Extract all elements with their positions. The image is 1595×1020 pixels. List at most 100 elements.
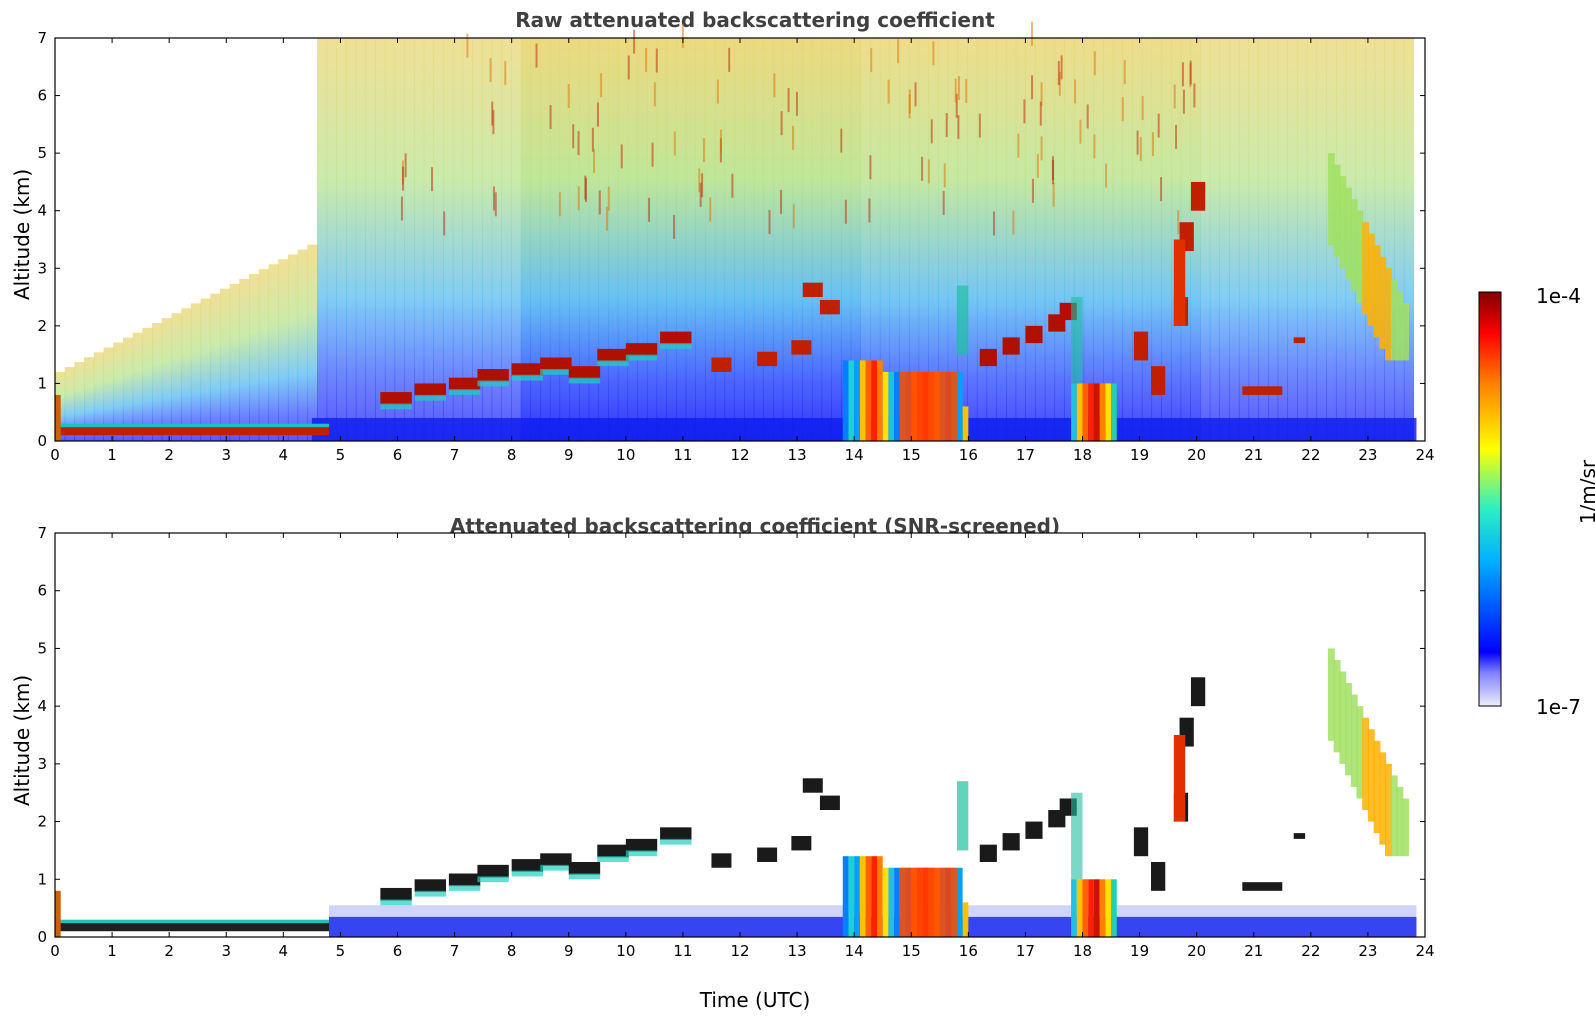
noise-column (181, 308, 192, 441)
noise-streak (1040, 82, 1043, 107)
noise-column (375, 38, 386, 441)
thick-cloud-core (899, 867, 957, 937)
y-tick-label: 0 (37, 928, 47, 946)
noise-column (685, 38, 696, 441)
cloud-fragment (1151, 861, 1166, 891)
boundary-layer-edge (511, 870, 544, 877)
noise-column (414, 38, 425, 441)
x-tick-label: 13 (788, 942, 807, 960)
noise-column (549, 38, 561, 441)
thick-cloud-column (882, 867, 889, 937)
noise-column (1374, 38, 1385, 441)
boundary-layer-segment (597, 348, 629, 362)
plot-background (55, 533, 1425, 937)
noise-column (229, 283, 240, 441)
noise-column (802, 38, 813, 441)
noise-streak (492, 186, 495, 211)
thick-cloud-column (882, 371, 889, 441)
thick-cloud-column (888, 867, 895, 937)
y-tick-label: 3 (37, 755, 47, 773)
x-tick-label: 15 (902, 942, 921, 960)
thick-cloud-column (848, 360, 855, 441)
x-tick-label: 15 (902, 446, 921, 464)
noise-column (928, 38, 939, 441)
thick-cloud-core (899, 371, 957, 441)
noise-column (530, 38, 541, 441)
noise-column (346, 38, 357, 441)
y-tick-label: 3 (37, 259, 47, 277)
cloud-fragment (791, 340, 812, 355)
surface-spike (55, 394, 61, 441)
boundary-layer-segment (625, 838, 658, 852)
noise-streak (402, 166, 405, 191)
noise-column (1248, 38, 1259, 441)
top-panel: 0 1 2 3 4 5 6 7 8 9 10 11 12 13 14 15 16 17 18 19 20 21 22 23 24… (37, 21, 1435, 464)
noise-streak (567, 84, 570, 109)
noise-column (967, 38, 978, 441)
x-tick-label: 9 (564, 942, 574, 960)
noise-column (1044, 38, 1056, 441)
cloud-fragment (757, 847, 778, 862)
noise-streak (1160, 177, 1163, 202)
boundary-layer-segment (380, 887, 412, 901)
boundary-layer-segment (660, 827, 692, 841)
noise-streak (489, 58, 492, 83)
x-tick-label: 14 (845, 446, 864, 464)
noise-streak (709, 197, 712, 222)
boundary-layer-segment (477, 864, 509, 878)
noise-streak (921, 156, 924, 181)
noise-column (1141, 38, 1153, 441)
y-tick-label: 4 (37, 697, 47, 715)
noise-column (889, 38, 900, 441)
noise-streak (593, 148, 596, 173)
noise-streak (404, 153, 407, 178)
thick-cloud-column (854, 856, 860, 937)
cloud-fragment (1025, 821, 1043, 839)
cirrus-column (1385, 763, 1392, 857)
noise-streak (1151, 132, 1154, 157)
boundary-layer-edge (568, 873, 601, 880)
noise-streak (965, 78, 968, 103)
surface-layer (55, 424, 329, 436)
x-tick-label: 17 (1016, 942, 1035, 960)
noise-streak (701, 173, 704, 198)
boundary-layer-segment (511, 363, 544, 376)
noise-column (394, 38, 405, 441)
y-tick-label: 0 (37, 432, 47, 450)
boundary-layer-segment (511, 859, 544, 872)
noise-column (384, 38, 396, 441)
x-tick-label: 10 (616, 446, 635, 464)
noise-column (113, 342, 124, 441)
cloud-fragment (819, 299, 840, 315)
boundary-layer-segment (625, 343, 658, 356)
x-tick-label: 16 (959, 446, 978, 464)
noise-streak (1182, 89, 1185, 114)
boundary-layer-segment (540, 357, 572, 371)
surface-spike (55, 890, 61, 937)
noise-column (918, 38, 929, 441)
x-tick-label: 12 (730, 942, 749, 960)
noise-column (860, 38, 871, 441)
noise-streak (943, 163, 946, 188)
noise-streak (698, 168, 701, 193)
noise-streak (731, 173, 734, 198)
boundary-layer-segment (568, 366, 601, 379)
noise-column (714, 38, 726, 441)
surface-layer (55, 920, 329, 932)
noise-streak (491, 101, 494, 126)
boundary-layer-edge (448, 389, 481, 395)
boundary-layer-edge (380, 899, 412, 906)
x-tick-label: 0 (50, 446, 60, 464)
noise-column (559, 38, 570, 441)
noise-column (132, 332, 143, 441)
noise-streak (844, 199, 847, 224)
noise-column (598, 38, 609, 441)
noise-streak (1039, 101, 1042, 126)
noise-streak (768, 210, 771, 235)
noise-column (239, 278, 250, 441)
noise-column (326, 38, 337, 441)
thick-cloud-column (1088, 879, 1094, 937)
cloud-fragment (819, 795, 840, 811)
noise-column (103, 347, 114, 441)
noise-streak (1177, 210, 1180, 235)
